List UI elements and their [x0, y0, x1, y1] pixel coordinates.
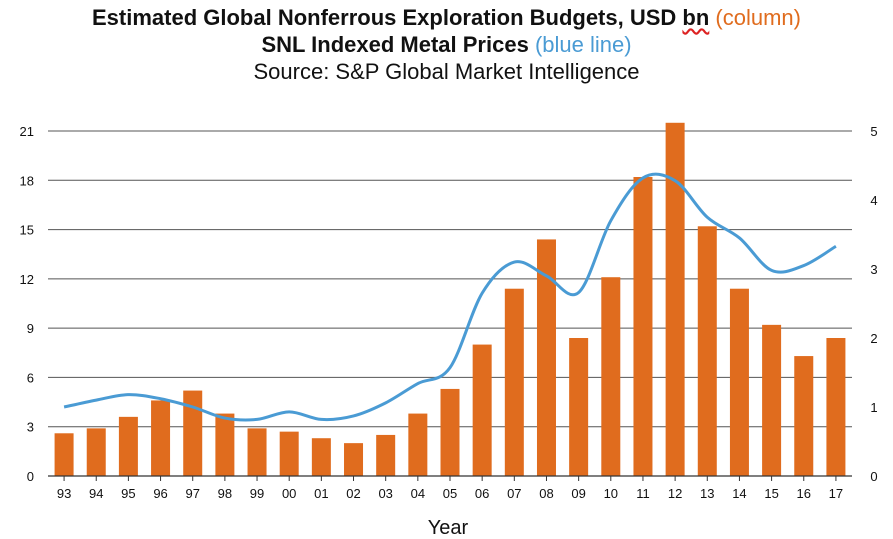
bar: [633, 177, 653, 476]
x-tick-label: 16: [797, 486, 811, 501]
y-left-tick-label: 0: [27, 469, 34, 484]
x-tick-label: 95: [121, 486, 135, 501]
y-left-tick-label: 3: [27, 420, 34, 435]
chart-source: Source: S&P Global Market Intelligence: [253, 59, 640, 84]
bar: [762, 324, 782, 476]
bar: [344, 443, 364, 476]
bar: [665, 122, 685, 477]
grid-lines: [48, 130, 852, 428]
x-tick-label: 00: [282, 486, 296, 501]
y-left-tick-label: 15: [20, 223, 34, 238]
y-right-tick-label: 0: [870, 469, 877, 484]
x-tick-label: 98: [218, 486, 232, 501]
bar: [118, 416, 138, 476]
bar: [183, 390, 203, 476]
y-left-tick-label: 21: [20, 124, 34, 139]
x-tick-label: 10: [604, 486, 618, 501]
bar: [569, 338, 589, 476]
x-tick-label: 05: [443, 486, 457, 501]
bar: [247, 428, 267, 476]
subtitle-main: SNL Indexed Metal Prices: [261, 32, 535, 57]
x-tick-label: 07: [507, 486, 521, 501]
y-left-tick-label: 9: [27, 321, 34, 336]
x-tick-label: 01: [314, 486, 328, 501]
chart-title-line2: SNL Indexed Metal Prices (blue line): [0, 31, 893, 58]
title-main: Estimated Global Nonferrous Exploration …: [92, 5, 683, 30]
y-right-tick-label: 3: [870, 262, 877, 277]
line-group: [63, 172, 837, 422]
bar: [54, 433, 74, 476]
title-unit: bn: [682, 5, 710, 30]
y-left-tick-label: 12: [20, 272, 34, 287]
x-tick-label: 06: [475, 486, 489, 501]
bar: [729, 288, 749, 476]
x-tick-label: 08: [539, 486, 553, 501]
bar: [279, 431, 299, 476]
bar: [215, 413, 235, 476]
x-tick-label: 94: [89, 486, 103, 501]
bar: [408, 413, 428, 476]
x-tick-label: 17: [829, 486, 843, 501]
y-left-tick-label: 18: [20, 173, 34, 188]
bar: [826, 338, 846, 476]
x-tick-label: 97: [185, 486, 199, 501]
bars-group: [54, 122, 846, 477]
x-tick-label: 02: [346, 486, 360, 501]
chart-titles: Estimated Global Nonferrous Exploration …: [0, 4, 893, 85]
title-column-note: (column): [715, 5, 801, 30]
x-axis-label: Year: [428, 517, 469, 539]
x-tick-label: 04: [411, 486, 425, 501]
x-tick-label: 14: [732, 486, 746, 501]
subtitle-line-note: (blue line): [534, 32, 632, 57]
y-right-tick-label: 5: [870, 124, 877, 139]
bar: [151, 400, 171, 476]
y-right-tick-label: 1: [870, 400, 877, 415]
bar: [472, 344, 492, 476]
bar: [536, 239, 556, 476]
bar: [86, 428, 106, 476]
price-line: [63, 172, 837, 422]
x-tick-label: 11: [636, 486, 650, 501]
bar: [601, 277, 621, 476]
x-tick-label: 03: [378, 486, 392, 501]
x-tick-label: 12: [668, 486, 682, 501]
bar: [311, 438, 331, 476]
x-tick-label: 13: [700, 486, 714, 501]
x-tick-label: 99: [250, 486, 264, 501]
bar: [376, 434, 396, 476]
y-left-tick-label: 6: [27, 370, 34, 385]
x-tick-label: 09: [571, 486, 585, 501]
chart-title-line1: Estimated Global Nonferrous Exploration …: [0, 4, 893, 31]
bar: [794, 356, 814, 476]
bar: [697, 226, 717, 476]
x-tick-label: 93: [57, 486, 71, 501]
y-right-tick-label: 2: [870, 331, 877, 346]
bar: [440, 388, 460, 476]
x-tick-label: 96: [153, 486, 167, 501]
y-right-tick-label: 4: [870, 193, 877, 208]
bar: [504, 288, 524, 476]
x-tick-label: 15: [764, 486, 778, 501]
